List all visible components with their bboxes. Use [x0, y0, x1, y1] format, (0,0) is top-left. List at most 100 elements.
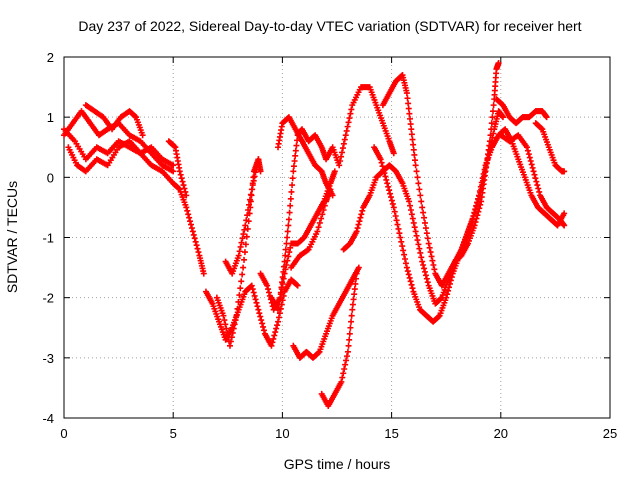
data-point-interp [339, 374, 346, 381]
data-point-interp [445, 287, 452, 294]
series-track-4 [82, 102, 146, 139]
data-point-interp [418, 198, 425, 205]
data-point-interp [274, 322, 281, 329]
data-point-interp [473, 215, 480, 222]
data-point [561, 222, 568, 229]
data-point-interp [424, 279, 431, 286]
data-point-interp [417, 249, 424, 256]
data-point-interp [359, 207, 366, 214]
data-point-interp [429, 257, 436, 264]
data-point-interp [249, 286, 256, 293]
data-point [255, 156, 262, 163]
data-point-interp [428, 253, 435, 260]
data-point-interp [385, 183, 392, 190]
data-point-interp [287, 202, 294, 209]
x-tick-label: 20 [494, 426, 508, 441]
data-point-interp [346, 330, 353, 337]
data-point [355, 264, 362, 271]
data-point-interp [238, 239, 245, 246]
data-point-interp [253, 299, 260, 306]
data-point [220, 312, 227, 319]
data-point-interp [406, 274, 413, 281]
data-point-interp [292, 152, 299, 159]
data-point-interp [407, 278, 414, 285]
data-point [353, 228, 360, 235]
x-tick-label: 25 [603, 426, 617, 441]
series-track-14 [318, 270, 360, 409]
data-point-interp [244, 212, 251, 219]
data-point-interp [477, 201, 484, 208]
data-point-interp [394, 221, 401, 228]
data-point-interp [256, 310, 263, 317]
data-point [412, 162, 419, 169]
data-point-interp [410, 141, 417, 148]
data-point-interp [532, 175, 539, 182]
data-point-interp [246, 201, 253, 208]
data-point-interp [427, 249, 434, 256]
y-tick-label: 0 [47, 170, 54, 185]
data-point-interp [182, 188, 189, 195]
data-point [425, 240, 432, 247]
data-point-interp [236, 248, 243, 255]
data-point-interp [276, 310, 283, 317]
data-point-interp [132, 113, 139, 120]
data-point-interp [422, 225, 429, 232]
data-point [530, 168, 537, 175]
data-point [338, 378, 345, 385]
data-point [233, 312, 240, 319]
data-point-interp [533, 178, 540, 185]
data-point [561, 210, 568, 217]
data-point-interp [421, 265, 428, 272]
data-point-interp [283, 262, 290, 269]
data-point-interp [409, 136, 416, 143]
data-point [329, 192, 336, 199]
data-point-interp [237, 285, 244, 292]
data-point-interp [271, 332, 278, 339]
data-point-interp [415, 241, 422, 248]
data-point-interp [318, 215, 325, 222]
data-point-interp [474, 212, 481, 219]
data-point [397, 234, 404, 241]
data-point-interp [252, 296, 259, 303]
data-point-interp [378, 159, 385, 166]
data-point-interp [388, 197, 395, 204]
data-point-interp [275, 301, 282, 308]
data-point-interp [341, 366, 348, 373]
data-point-interp [538, 125, 545, 132]
data-point-interp [289, 182, 296, 189]
data-point-interp [188, 225, 195, 232]
data-point-interp [489, 114, 496, 121]
data-point-interp [224, 329, 231, 336]
data-point [183, 204, 190, 211]
data-point-interp [245, 206, 252, 213]
x-axis-label: GPS time / hours [284, 456, 391, 472]
series-track-5 [165, 138, 190, 199]
data-point-interp [411, 151, 418, 158]
data-point-interp [284, 234, 291, 241]
data-point-interp [345, 119, 352, 126]
data-point-interp [408, 211, 415, 218]
data-point-interp [528, 161, 535, 168]
data-point [176, 168, 183, 175]
data-point-interp [293, 142, 300, 149]
data-point-interp [241, 226, 248, 233]
data-point-interp [284, 228, 291, 235]
data-point-interp [184, 207, 191, 214]
data-point-interp [244, 225, 251, 232]
data-point-interp [387, 194, 394, 201]
data-point-interp [292, 147, 299, 154]
series-track-19 [497, 132, 568, 229]
data-point [390, 150, 397, 157]
data-point-interp [319, 211, 326, 218]
data-point-interp [420, 209, 427, 216]
data-point [235, 252, 242, 259]
series-track-1 [61, 126, 207, 277]
data-point [390, 204, 397, 211]
data-point-interp [529, 164, 536, 171]
data-point-interp [473, 202, 480, 209]
data-point-interp [409, 285, 416, 292]
data-point-interp [279, 280, 286, 287]
data-point-interp [291, 158, 298, 165]
data-point [469, 216, 476, 223]
data-point-interp [275, 314, 282, 321]
